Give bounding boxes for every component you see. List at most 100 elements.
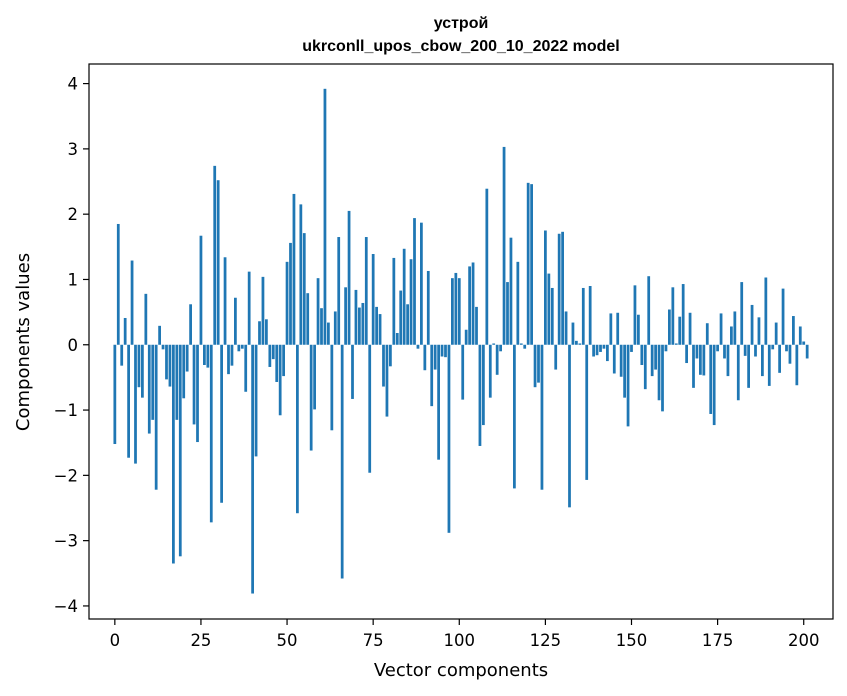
- bar-64: [333, 311, 337, 345]
- bar-161: [668, 309, 671, 345]
- bar-19: [178, 344, 182, 557]
- bar-195: [785, 344, 788, 352]
- bar-59: [316, 278, 320, 345]
- bar-142: [602, 344, 606, 349]
- bar-130: [561, 231, 564, 345]
- bar-170: [699, 344, 702, 375]
- bar-156: [650, 344, 654, 377]
- x-axis-ticks: 0 25 50 75 100 125 150 175 200: [110, 619, 819, 650]
- bar-101: [461, 344, 465, 400]
- bar-30: [216, 180, 220, 345]
- bar-179: [730, 326, 733, 345]
- bar-167: [688, 312, 692, 345]
- bar-188: [761, 344, 764, 377]
- bar-181: [736, 344, 740, 401]
- bar-104: [471, 262, 475, 345]
- y-tick-label-3: 3: [68, 140, 79, 159]
- x-tick-label-75: 75: [363, 631, 384, 650]
- bar-143: [606, 344, 609, 362]
- y-tick-label-1: 1: [68, 270, 79, 289]
- y-tick-label--1: −1: [54, 401, 78, 420]
- bar-9: [144, 293, 148, 345]
- x-tick-label-50: 50: [277, 631, 298, 650]
- bar-145: [612, 344, 616, 374]
- bar-153: [640, 344, 644, 365]
- bar-65: [337, 237, 341, 345]
- bar-83: [399, 290, 403, 345]
- bar-158: [657, 344, 661, 401]
- bar-128: [554, 344, 558, 370]
- x-tick-label-0: 0: [110, 631, 121, 650]
- bar-151: [633, 285, 637, 345]
- bar-120: [526, 182, 530, 345]
- bar-196: [788, 344, 792, 364]
- bar-69: [351, 344, 354, 399]
- bar-37: [240, 344, 244, 349]
- y-axis-label: Components values: [13, 253, 34, 431]
- bar-189: [764, 277, 768, 345]
- bar-100: [457, 278, 461, 345]
- bar-198: [795, 344, 799, 386]
- bar-1: [116, 223, 120, 345]
- bar-164: [678, 316, 682, 345]
- bar-27: [206, 344, 210, 368]
- bar-58: [313, 344, 316, 410]
- bar-2: [120, 344, 124, 366]
- x-tick-label-25: 25: [190, 631, 211, 650]
- bars-group: [113, 88, 809, 594]
- bar-42: [258, 321, 261, 345]
- bar-124: [540, 344, 544, 490]
- bar-23: [192, 344, 196, 425]
- bar-140: [595, 344, 599, 356]
- bar-63: [330, 344, 334, 431]
- bar-126: [547, 273, 551, 345]
- bar-165: [681, 284, 685, 345]
- bar-86: [409, 259, 413, 345]
- y-tick-label--2: −2: [54, 466, 78, 485]
- bar-149: [626, 344, 630, 427]
- bar-117: [516, 261, 520, 345]
- bar-106: [478, 344, 482, 446]
- bar-13: [158, 325, 161, 345]
- bar-197: [792, 316, 795, 345]
- bar-79: [385, 344, 389, 417]
- bar-57: [309, 344, 313, 451]
- bar-82: [395, 333, 399, 345]
- bar-47: [275, 344, 279, 382]
- bar-32: [223, 257, 227, 345]
- bar-95: [440, 344, 444, 357]
- bar-194: [781, 288, 785, 345]
- x-axis-label: Vector components: [374, 660, 548, 681]
- bar-38: [244, 344, 248, 392]
- bar-6: [134, 344, 137, 464]
- bar-72: [361, 302, 365, 345]
- bar-96: [444, 344, 447, 358]
- bar-12: [154, 344, 158, 490]
- bar-52: [292, 193, 296, 345]
- bar-163: [674, 343, 678, 345]
- bar-115: [509, 237, 513, 345]
- bar-175: [716, 344, 719, 352]
- bar-122: [533, 344, 537, 388]
- bar-35: [234, 297, 237, 345]
- x-tick-label-100: 100: [444, 631, 476, 650]
- bar-93: [433, 344, 437, 370]
- bar-116: [513, 344, 516, 489]
- bar-102: [464, 329, 468, 345]
- bar-97: [447, 344, 451, 533]
- y-axis-ticks: −4 −3 −2 −1 0 1 2 3 4: [54, 75, 89, 616]
- bar-53: [296, 344, 299, 514]
- bar-75: [371, 254, 375, 345]
- bar-15: [165, 344, 168, 380]
- bar-67: [344, 287, 347, 345]
- x-tick-label-175: 175: [702, 631, 734, 650]
- bar-76: [375, 306, 378, 345]
- bar-43: [261, 276, 265, 345]
- bar-199: [798, 326, 802, 345]
- bar-91: [426, 270, 430, 345]
- y-tick-label-4: 4: [68, 75, 79, 94]
- bar-29: [213, 165, 217, 345]
- bar-55: [302, 233, 306, 345]
- bar-54: [299, 204, 303, 345]
- bar-108: [485, 188, 489, 345]
